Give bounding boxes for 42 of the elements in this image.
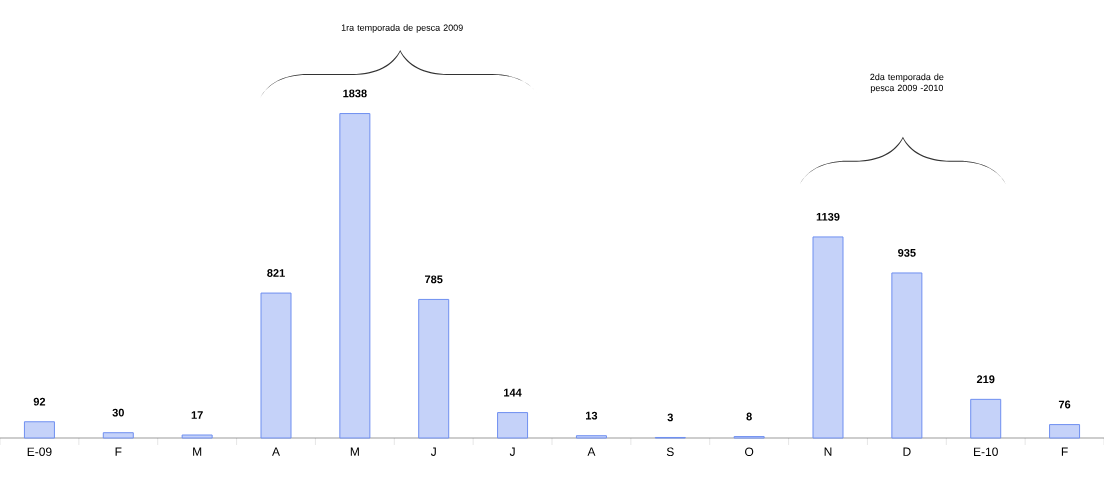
x-tick-label: A <box>587 447 596 456</box>
x-tick-label: N <box>824 447 832 456</box>
x-tick-label: E-10 <box>974 447 998 457</box>
bar <box>260 292 292 439</box>
x-tick-label: M <box>193 447 202 456</box>
data-label: 1838 <box>343 89 367 98</box>
data-label: 76 <box>1058 400 1071 409</box>
bar <box>970 398 1002 439</box>
x-tick-label: E-09 <box>27 447 52 457</box>
bar <box>418 298 450 439</box>
bar <box>339 113 371 439</box>
text: 2da temporada de pesca 2009 -2010 <box>870 73 944 93</box>
x-tick-label: O <box>745 447 754 457</box>
bar <box>812 236 844 439</box>
data-label: 3 <box>667 413 673 422</box>
bar <box>23 421 55 439</box>
x-tick-label: J <box>509 447 515 456</box>
x-tick-label: J <box>430 447 436 456</box>
bar <box>1049 424 1081 439</box>
bar <box>102 432 134 439</box>
data-label: 821 <box>267 269 285 277</box>
data-label: 935 <box>898 248 916 257</box>
bar <box>891 272 923 439</box>
bar <box>575 435 607 439</box>
x-tick-label: S <box>666 447 674 457</box>
data-label: 8 <box>746 412 752 421</box>
data-label: 219 <box>976 375 995 384</box>
data-label: 17 <box>191 411 203 419</box>
text: 1ra temporada de pesca 2009 <box>341 24 463 33</box>
data-label: 1139 <box>816 212 840 221</box>
bar <box>497 412 529 439</box>
x-tick-label: A <box>272 447 280 456</box>
data-label: 13 <box>586 411 598 420</box>
bar <box>181 434 213 439</box>
data-label: 92 <box>33 397 46 406</box>
x-tick-label: D <box>903 447 911 456</box>
data-label: 144 <box>504 388 522 397</box>
data-label: 30 <box>112 408 124 417</box>
x-tick-label: M <box>350 447 359 456</box>
data-label: 785 <box>425 275 443 284</box>
x-tick-label: F <box>1061 447 1068 456</box>
x-tick-label: F <box>115 447 122 456</box>
